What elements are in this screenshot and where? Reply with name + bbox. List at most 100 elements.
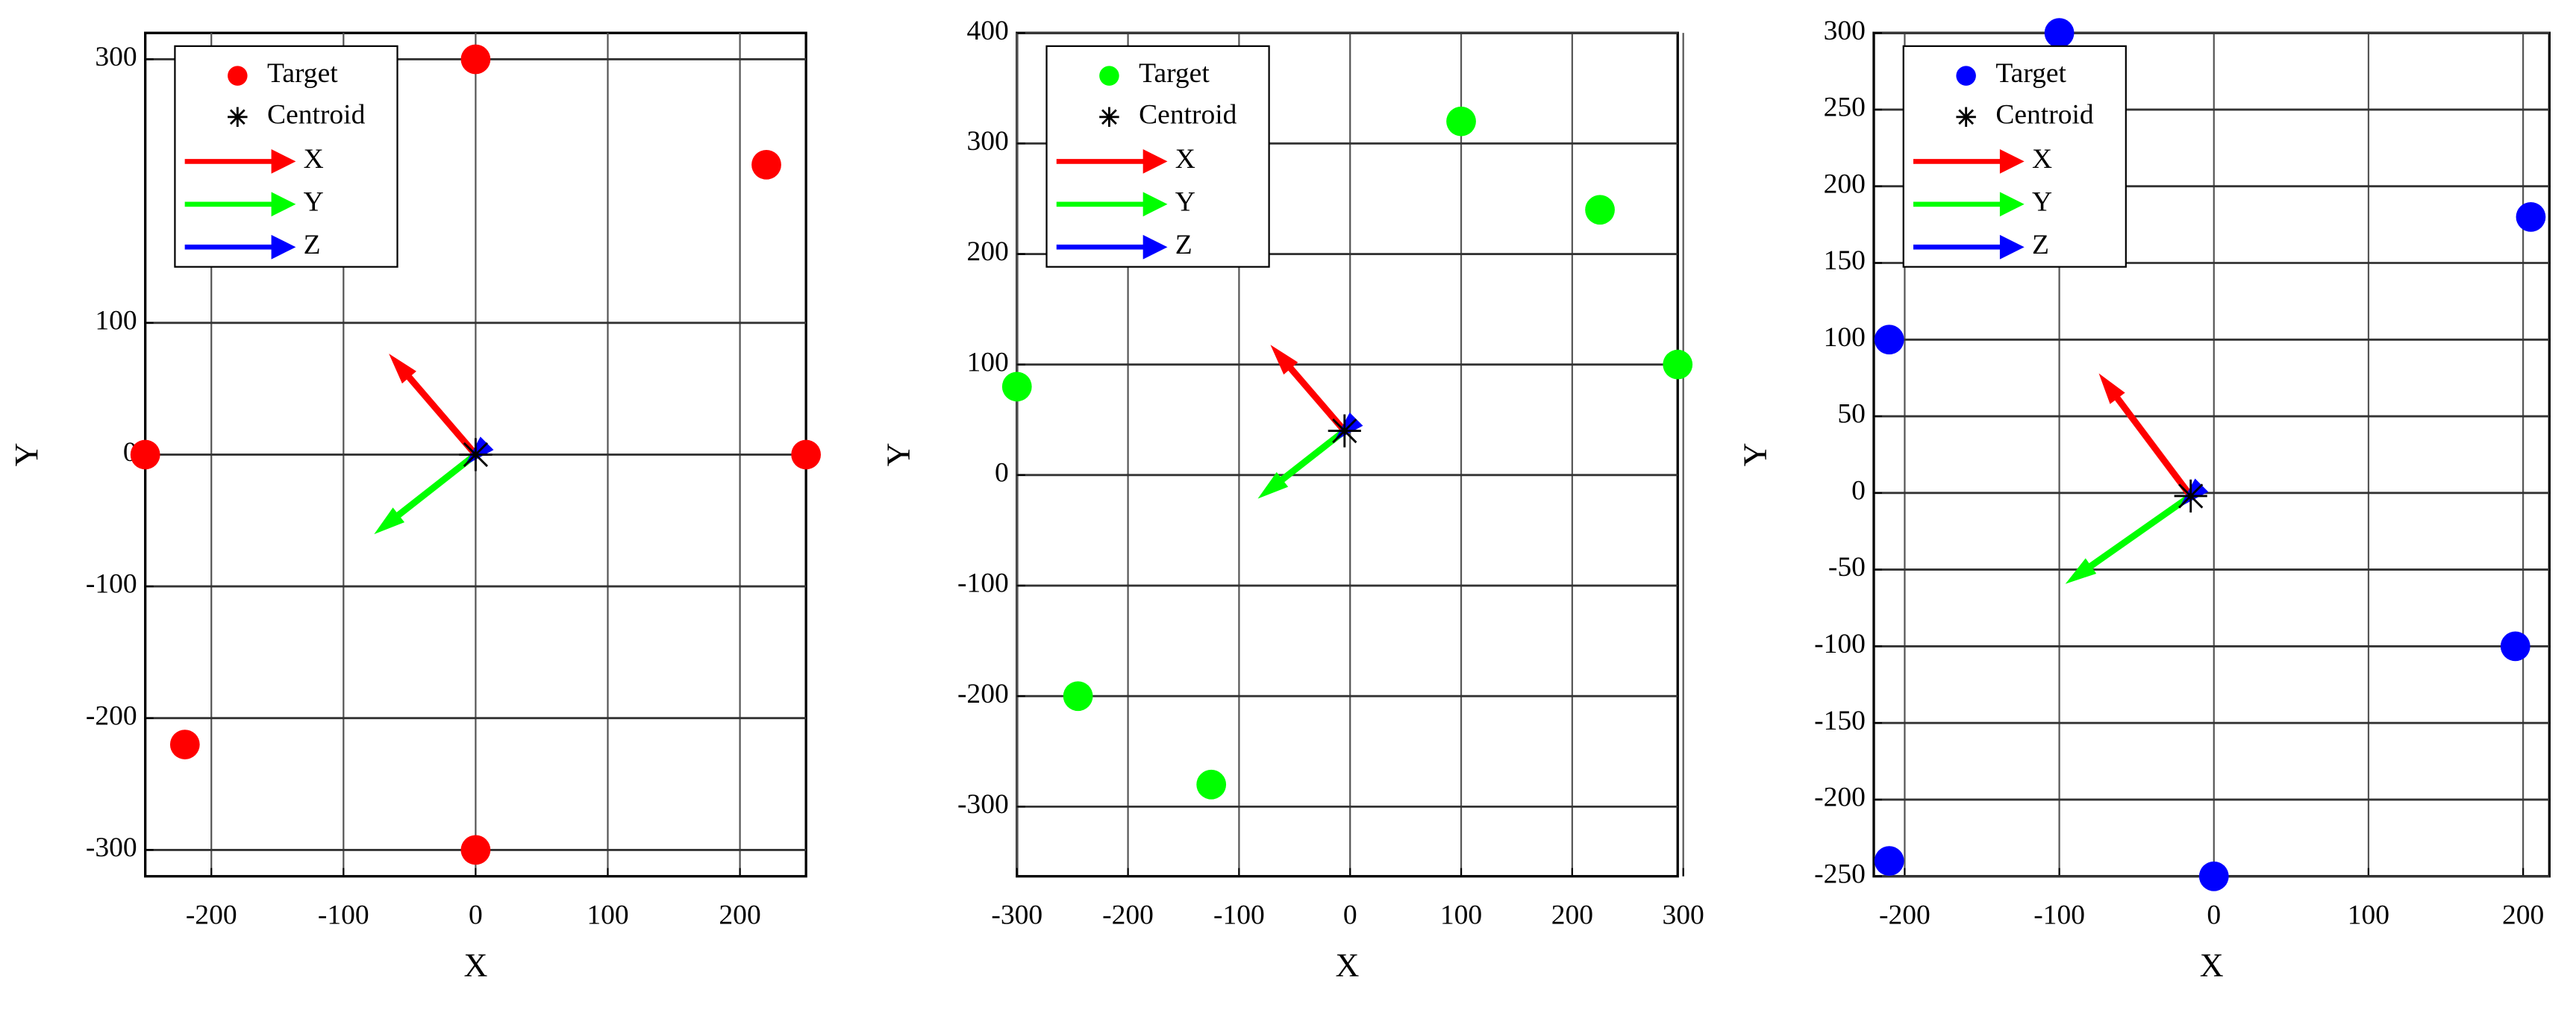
x-tick-label: 100 <box>587 900 628 931</box>
y-tick-label: -200 <box>86 700 137 731</box>
y-tick-label: -100 <box>86 569 137 600</box>
x-tick-label: 0 <box>2207 900 2221 931</box>
y-tick-label: -300 <box>86 832 137 863</box>
legend-label: Centroid <box>267 99 366 130</box>
legend-label: Z <box>304 230 321 260</box>
centroid-marker <box>459 438 493 471</box>
target-point <box>2198 861 2229 891</box>
panel: -200 -100 0 100 200 -250 -200 -150 -100 -50 0 50 100… <box>1737 16 2551 984</box>
target-point <box>791 439 821 470</box>
y-tick-label: 200 <box>1824 169 1866 199</box>
legend-marker <box>1956 66 1976 86</box>
legend-arrow <box>1913 234 2025 260</box>
x-tick-label: 0 <box>1343 900 1357 931</box>
x-tick-label: 200 <box>1551 900 1593 931</box>
legend-arrow <box>184 148 296 174</box>
target-point <box>1874 846 1904 876</box>
target-point <box>1874 324 1904 355</box>
legend-arrow <box>1056 148 1168 174</box>
x-tick-label: -100 <box>2033 900 2085 931</box>
x-tick-label: -100 <box>1213 900 1265 931</box>
y-axis-label: Y <box>8 442 45 466</box>
y-tick-label: 0 <box>995 457 1009 488</box>
legend-box <box>174 45 398 268</box>
legend-box <box>1045 45 1270 268</box>
y-tick-label: -250 <box>1814 859 1866 889</box>
legend-label: Y <box>2032 186 2052 217</box>
y-tick-label: -150 <box>1814 706 1866 736</box>
target-point <box>1001 371 1032 402</box>
y-tick-label: -200 <box>1814 783 1866 813</box>
centroid-marker <box>2174 479 2207 513</box>
legend-label: Y <box>304 186 324 217</box>
x-tick-label: -200 <box>186 900 237 931</box>
x-tick-label: -300 <box>991 900 1042 931</box>
target-point <box>1063 681 1093 712</box>
x-axis-label: X <box>463 947 487 984</box>
legend-label: Z <box>2032 230 2049 260</box>
legend-arrow <box>1056 234 1168 260</box>
target-point <box>1585 195 1615 225</box>
y-axis-label: Y <box>1737 442 1774 466</box>
legend-label: Z <box>1175 230 1192 260</box>
target-point <box>169 730 200 759</box>
legend-label: Y <box>1175 186 1195 217</box>
x-tick-label: 200 <box>719 900 760 931</box>
x-tick-label: 200 <box>2502 900 2544 931</box>
star-stroke <box>1101 109 1117 125</box>
y-tick-label: -100 <box>957 568 1009 599</box>
target-point <box>2500 631 2530 662</box>
vector-arrow <box>389 354 479 458</box>
x-tick-label: 300 <box>1663 900 1704 931</box>
y-tick-label: 100 <box>966 347 1008 377</box>
centroid-marker <box>1328 414 1361 448</box>
legend-arrow <box>1913 148 2025 174</box>
y-tick-label: 250 <box>1824 92 1866 123</box>
panel: -200 -100 0 100 200-300-200-1000100300XYTarg… <box>8 31 821 984</box>
x-tick-label: -100 <box>318 900 369 931</box>
star-stroke <box>229 109 246 125</box>
legend-arrow <box>184 192 296 217</box>
y-tick-label: -300 <box>957 789 1009 820</box>
y-tick-label: 50 <box>1837 399 1866 430</box>
legend-arrow <box>1056 192 1168 217</box>
y-tick-label: 400 <box>966 16 1008 46</box>
x-axis-label: X <box>2200 947 2224 984</box>
legend-label: Target <box>267 58 338 89</box>
y-axis-label: Y <box>880 442 916 466</box>
target-point <box>130 439 160 470</box>
legend-label: Centroid <box>1995 99 2094 130</box>
vector-arrow <box>1257 427 1348 499</box>
panel: -300 -200 -100 0 100 200 300 -300 -200 -100 0 100 20… <box>880 16 1704 984</box>
legend-marker <box>228 66 248 86</box>
x-tick-label: 100 <box>2348 900 2389 931</box>
star-stroke <box>463 442 489 468</box>
y-tick-label: 200 <box>966 236 1008 267</box>
target-point <box>1446 106 1476 137</box>
legend-marker <box>1099 66 1119 86</box>
legend-box <box>1902 45 2127 268</box>
x-tick-label: -200 <box>1879 900 1931 931</box>
legend-label: X <box>304 144 324 175</box>
target-point <box>751 149 781 180</box>
vector-arrow <box>2098 373 2195 500</box>
vector-arrow <box>374 451 479 535</box>
y-tick-label: 100 <box>95 305 137 336</box>
legend-label: Target <box>1995 58 2066 89</box>
vector-arrow <box>2065 492 2195 584</box>
x-axis-label: X <box>1336 947 1360 984</box>
y-tick-label: -100 <box>1814 629 1866 659</box>
legend-arrow <box>184 234 296 260</box>
target-point <box>460 44 491 75</box>
y-tick-label: 300 <box>966 126 1008 157</box>
legend-label: X <box>2032 144 2052 175</box>
x-tick-label: 100 <box>1440 900 1482 931</box>
y-tick-label: 100 <box>1824 322 1866 353</box>
star-stroke <box>2178 483 2204 509</box>
legend-label: Target <box>1139 58 1210 89</box>
target-point <box>460 835 491 865</box>
y-tick-label: 300 <box>1824 16 1866 46</box>
target-point <box>2044 18 2075 48</box>
